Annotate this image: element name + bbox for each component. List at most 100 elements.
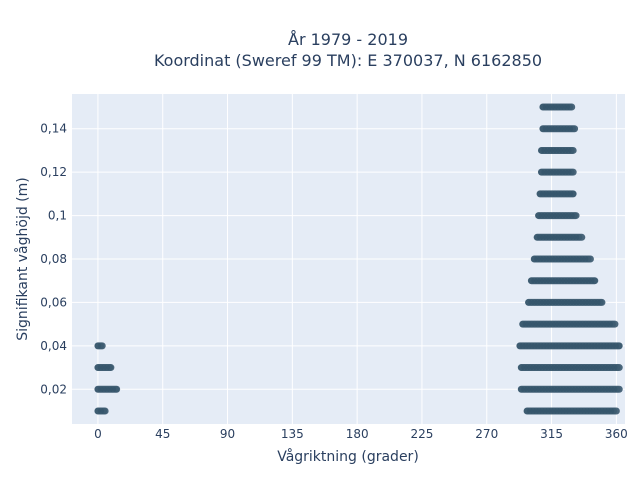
data-point-band [94, 342, 106, 350]
data-point [566, 103, 574, 111]
data-point-band [530, 255, 594, 263]
data-point [534, 342, 542, 350]
data-point [539, 386, 546, 393]
data-point [564, 320, 571, 328]
data-point [567, 299, 574, 306]
data-point [569, 386, 576, 393]
data-point [550, 212, 557, 219]
data-point [534, 320, 541, 328]
data-point [572, 386, 579, 393]
data-point [536, 386, 543, 393]
data-point [516, 342, 524, 350]
data-point [585, 299, 592, 306]
data-point [548, 386, 555, 393]
y-tick-label: 0,12 [40, 165, 67, 179]
data-point [549, 277, 556, 284]
data-point-band [537, 146, 577, 154]
data-point [563, 190, 571, 198]
data-point [531, 299, 538, 306]
data-point [547, 147, 554, 154]
data-point [560, 125, 568, 132]
data-point [572, 234, 580, 241]
data-point [562, 407, 570, 415]
data-point [589, 407, 597, 415]
data-point [604, 407, 612, 415]
data-point [544, 212, 551, 219]
data-point [568, 407, 576, 415]
data-point [548, 125, 556, 132]
data-point [550, 168, 557, 176]
data-point [565, 407, 573, 415]
data-point [542, 364, 549, 371]
data-point [555, 277, 562, 284]
data-point [578, 386, 585, 393]
data-point [565, 212, 572, 219]
data-point-band [94, 385, 121, 393]
data-point [542, 234, 550, 241]
data-point [557, 190, 565, 198]
data-point-band [516, 342, 623, 350]
data-point [553, 407, 561, 415]
data-point [560, 364, 567, 371]
data-point [537, 277, 544, 284]
data-point [611, 386, 618, 393]
data-point [599, 386, 606, 393]
data-point [540, 320, 547, 328]
data-point [533, 234, 541, 241]
data-point [609, 320, 616, 328]
data-point [578, 364, 585, 371]
data-point [537, 320, 544, 328]
data-point [547, 168, 554, 176]
data-point [563, 386, 570, 393]
data-point [559, 212, 566, 219]
data-point [563, 125, 571, 132]
data-point [553, 168, 560, 176]
data-point [564, 342, 572, 350]
data-point [582, 299, 589, 306]
data-point [541, 407, 549, 415]
data-point [585, 255, 592, 263]
data-point [568, 212, 575, 219]
data-point [556, 407, 564, 415]
data-point [554, 125, 562, 132]
data-point [534, 277, 541, 284]
data-point [565, 168, 572, 176]
data-point [601, 407, 609, 415]
data-point [591, 299, 598, 306]
data-point [569, 125, 577, 132]
data-point [554, 103, 562, 111]
data-point [576, 299, 583, 306]
x-tick-label: 180 [346, 427, 369, 441]
data-point [555, 299, 562, 306]
data-point [556, 168, 563, 176]
data-point [100, 364, 108, 371]
data-point [569, 364, 576, 371]
data-point [547, 212, 554, 219]
data-point [524, 364, 531, 371]
data-point [530, 386, 537, 393]
data-point [554, 234, 562, 241]
data-point [527, 364, 534, 371]
data-point-band [539, 103, 576, 111]
data-point [524, 386, 531, 393]
data-point [542, 386, 549, 393]
y-tick-label: 0,02 [40, 382, 67, 396]
data-point [573, 277, 580, 284]
x-tick-label: 315 [540, 427, 563, 441]
data-point [537, 255, 544, 263]
data-point [94, 386, 102, 393]
data-point [543, 255, 550, 263]
data-point [528, 299, 535, 306]
data-point [590, 386, 597, 393]
data-point [551, 364, 558, 371]
data-point [612, 342, 620, 350]
data-point [559, 147, 566, 154]
data-point [559, 407, 567, 415]
data-point [541, 212, 548, 219]
y-tick-labels: 0,02 0,04 0,06 0,08 0,1 0,12 0,14 [40, 122, 67, 397]
data-point-band [537, 168, 577, 176]
data-point [557, 386, 564, 393]
data-point [593, 364, 600, 371]
data-point [548, 234, 556, 241]
